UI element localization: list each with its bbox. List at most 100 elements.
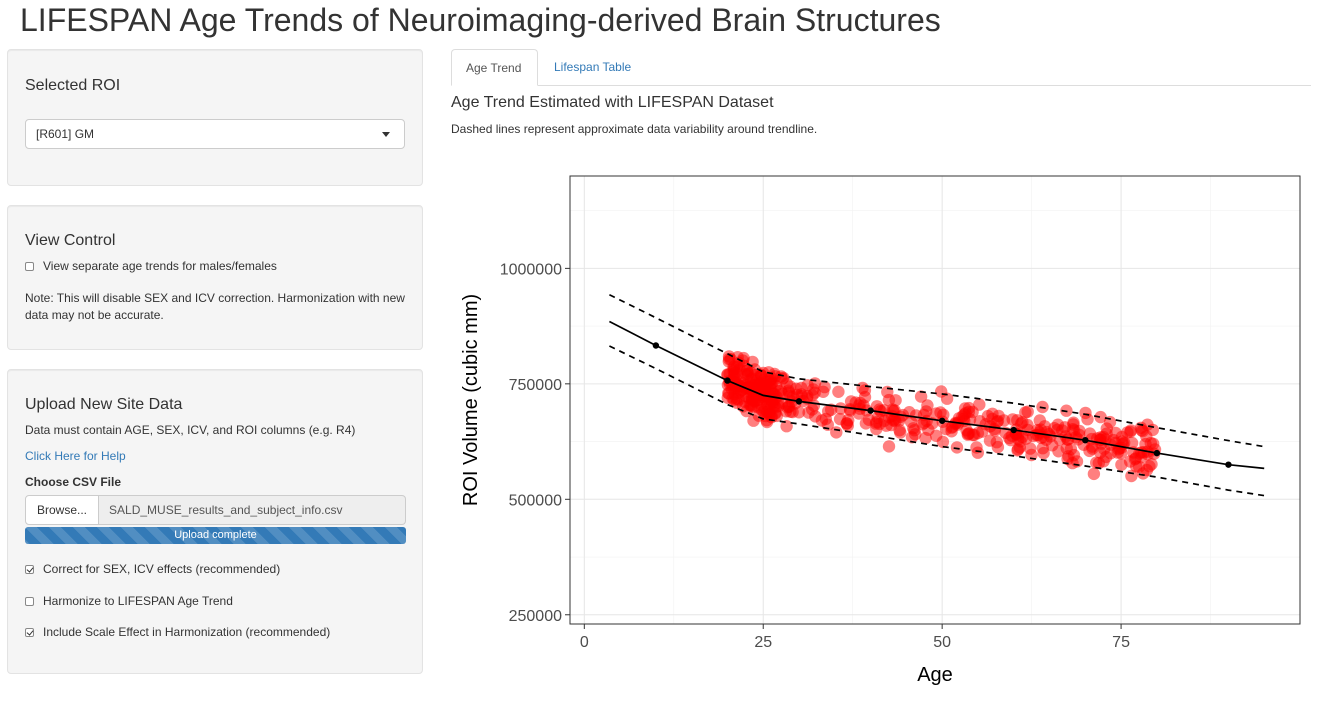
tab-age-trend[interactable]: Age Trend bbox=[451, 49, 538, 86]
data-point bbox=[815, 414, 829, 427]
data-point bbox=[1081, 413, 1094, 426]
upload-requirement: Data must contain AGE, SEX, ICV, and ROI… bbox=[25, 423, 356, 437]
data-point bbox=[950, 441, 964, 454]
data-point bbox=[1094, 410, 1107, 424]
data-point bbox=[844, 395, 858, 408]
y-axis-label: ROI Volume (cubic mm) bbox=[460, 294, 482, 506]
trend-marker bbox=[724, 377, 731, 384]
data-point bbox=[960, 424, 973, 437]
help-link[interactable]: Click Here for Help bbox=[25, 449, 126, 463]
upload-heading: Upload New Site Data bbox=[25, 396, 183, 413]
data-point bbox=[1121, 426, 1134, 439]
data-point bbox=[929, 407, 943, 420]
data-point bbox=[1100, 422, 1113, 435]
browse-button[interactable]: Browse... bbox=[25, 495, 100, 525]
data-point bbox=[746, 392, 759, 406]
data-point bbox=[1125, 436, 1139, 450]
harmonize-label: Harmonize to LIFESPAN Age Trend bbox=[43, 594, 233, 608]
data-point bbox=[1136, 467, 1150, 480]
data-point bbox=[841, 419, 854, 432]
separate-trends-checkbox[interactable] bbox=[25, 261, 34, 271]
data-point bbox=[1019, 406, 1032, 419]
data-point bbox=[919, 431, 932, 445]
roi-select[interactable]: [R601] GM bbox=[25, 119, 405, 149]
data-point bbox=[740, 364, 753, 378]
data-point bbox=[882, 440, 896, 453]
data-point bbox=[818, 380, 831, 394]
data-point bbox=[1012, 432, 1025, 446]
data-point bbox=[1037, 446, 1050, 460]
correct-sex-icv-label: Correct for SEX, ICV effects (recommende… bbox=[43, 562, 281, 576]
plot-title: Age Trend Estimated with LIFESPAN Datase… bbox=[451, 94, 774, 111]
scale-effect-label: Include Scale Effect in Harmonization (r… bbox=[43, 625, 331, 639]
separate-trends-option[interactable]: View separate age trends for males/femal… bbox=[25, 259, 277, 273]
data-point bbox=[1061, 433, 1074, 446]
data-point bbox=[940, 392, 954, 405]
data-point bbox=[1086, 442, 1099, 455]
roi-panel: Selected ROI [R601] GM bbox=[7, 49, 423, 186]
x-axis-label: Age bbox=[917, 664, 953, 686]
data-point bbox=[990, 436, 1003, 449]
tab-bar: Age Trend Lifespan Table bbox=[451, 49, 1311, 86]
y-tick-label: 1000000 bbox=[500, 261, 562, 278]
plot-subtitle: Dashed lines represent approximate data … bbox=[451, 122, 818, 136]
data-point bbox=[801, 379, 814, 392]
data-point bbox=[858, 390, 872, 404]
trend-marker bbox=[795, 398, 803, 405]
view-control-heading: View Control bbox=[25, 232, 116, 249]
data-point bbox=[880, 419, 893, 432]
roi-select-value: [R601] GM bbox=[36, 127, 95, 141]
data-point bbox=[1087, 467, 1101, 481]
correct-sex-icv-checkbox[interactable] bbox=[25, 564, 34, 574]
view-control-panel: View Control View separate age trends fo… bbox=[7, 205, 423, 350]
data-point bbox=[920, 414, 933, 428]
upload-progress-bar: Upload complete bbox=[25, 527, 406, 544]
data-point bbox=[859, 417, 873, 430]
data-point bbox=[730, 360, 744, 374]
data-point bbox=[772, 384, 785, 398]
trend-marker bbox=[652, 342, 660, 349]
data-point bbox=[832, 385, 845, 398]
x-tick-label: 0 bbox=[580, 634, 589, 651]
data-point bbox=[784, 380, 797, 393]
data-point bbox=[921, 399, 934, 412]
x-tick-label: 75 bbox=[1112, 634, 1130, 651]
data-point bbox=[785, 395, 799, 408]
data-point bbox=[997, 414, 1011, 427]
view-control-note: Note: This will disable SEX and ICV corr… bbox=[25, 291, 405, 322]
x-tick-label: 25 bbox=[754, 634, 772, 651]
data-point bbox=[1115, 458, 1128, 471]
scale-effect-checkbox[interactable] bbox=[25, 627, 34, 637]
data-point bbox=[894, 426, 907, 439]
trend-marker bbox=[1082, 436, 1089, 444]
scale-effect-option[interactable]: Include Scale Effect in Harmonization (r… bbox=[25, 625, 330, 639]
page-title: LIFESPAN Age Trends of Neuroimaging-deri… bbox=[20, 2, 941, 38]
data-point bbox=[1115, 447, 1128, 460]
data-point bbox=[882, 393, 896, 407]
y-tick-label: 750000 bbox=[509, 377, 562, 394]
data-point bbox=[1067, 448, 1081, 462]
data-point bbox=[936, 435, 950, 449]
data-point bbox=[958, 402, 972, 415]
data-point bbox=[757, 405, 770, 418]
data-point bbox=[939, 422, 953, 436]
file-input: Browse... SALD_MUSE_results_and_subject_… bbox=[25, 495, 406, 525]
trend-marker bbox=[1153, 449, 1161, 457]
separate-trends-label: View separate age trends for males/femal… bbox=[43, 259, 277, 273]
roi-heading: Selected ROI bbox=[25, 77, 121, 94]
harmonize-option[interactable]: Harmonize to LIFESPAN Age Trend bbox=[25, 594, 233, 608]
file-name-field[interactable]: SALD_MUSE_results_and_subject_info.csv bbox=[99, 495, 406, 525]
data-point bbox=[970, 441, 983, 454]
data-point bbox=[1021, 423, 1034, 437]
harmonize-checkbox[interactable] bbox=[25, 596, 34, 606]
upload-progress-text: Upload complete bbox=[174, 529, 257, 541]
data-point bbox=[822, 405, 835, 418]
data-point bbox=[784, 405, 797, 418]
correct-sex-icv-option[interactable]: Correct for SEX, ICV effects (recommende… bbox=[25, 562, 280, 576]
tab-lifespan-table[interactable]: Lifespan Table bbox=[554, 60, 632, 74]
data-point bbox=[765, 372, 778, 385]
upload-panel: Upload New Site Data Data must contain A… bbox=[7, 369, 423, 674]
data-point bbox=[914, 390, 928, 403]
file-label: Choose CSV File bbox=[25, 475, 122, 489]
data-point bbox=[1033, 414, 1046, 427]
